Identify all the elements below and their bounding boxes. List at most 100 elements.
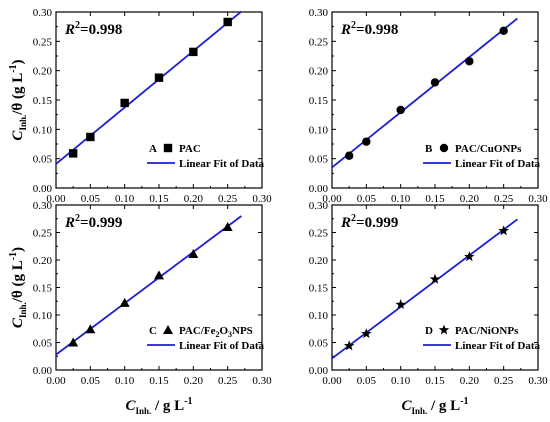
chart-panel-d: 0.00 0.05 0.10 0.15 0.20 0.25 0.30 0.00 0.05 0.10… xyxy=(309,200,548,387)
legend-series-name: PAC/Fe2O3NPS xyxy=(179,325,253,339)
x-tick-label: 0.25 xyxy=(494,375,514,387)
y-tick-label: 0.25 xyxy=(33,36,53,48)
x-tick-label: 0.10 xyxy=(115,193,135,205)
y-tick-label: 0.15 xyxy=(33,283,53,295)
x-tick-label: 0.30 xyxy=(528,193,548,205)
y-tick-label: 0.20 xyxy=(309,255,329,267)
x-tick-label: 0.30 xyxy=(252,375,272,387)
data-point xyxy=(499,26,508,35)
data-point xyxy=(223,17,232,27)
x-tick-label: 0.30 xyxy=(252,193,272,205)
legend-marker xyxy=(163,325,173,334)
y-tick-label: 0.30 xyxy=(309,7,329,19)
data-point xyxy=(85,324,96,334)
x-tick-label: 0.15 xyxy=(149,375,169,387)
x-tick-label: 0.20 xyxy=(460,375,480,387)
y-tick-label: 0.10 xyxy=(33,124,53,136)
x-tick-label: 0.00 xyxy=(322,193,342,205)
y-tick-label: 0.30 xyxy=(33,200,53,212)
x-tick-label: 0.15 xyxy=(425,193,445,205)
x-tick-label: 0.10 xyxy=(391,375,411,387)
x-axis-label: CInh. / g L-1 xyxy=(125,396,192,416)
y-tick-label: 0.15 xyxy=(309,95,329,107)
y-tick-label: 0.20 xyxy=(33,255,53,267)
y-tick-label: 0.20 xyxy=(309,66,329,78)
data-point xyxy=(395,299,406,309)
data-point xyxy=(465,57,474,66)
fit-line xyxy=(331,218,518,360)
r-squared-label: R2=0.999 xyxy=(340,213,398,231)
legend-fit-name: Linear Fit of Data xyxy=(455,158,541,170)
data-point xyxy=(361,328,372,339)
data-point xyxy=(498,225,509,236)
panel-label: A xyxy=(149,143,157,155)
legend-marker xyxy=(438,324,450,335)
r-squared-label: R2=0.998 xyxy=(64,20,122,38)
data-point xyxy=(430,78,440,87)
y-tick-label: 0.00 xyxy=(309,365,329,377)
data-point xyxy=(344,151,354,160)
y-tick-label: 0.25 xyxy=(309,228,329,240)
legend-fit-name: Linear Fit of Data xyxy=(179,340,265,352)
data-point xyxy=(464,251,475,262)
y-tick-label: 0.10 xyxy=(309,124,329,136)
y-axis-label: CInh./θ (g L-1) xyxy=(8,247,28,328)
y-tick-label: 0.25 xyxy=(33,228,53,240)
data-point xyxy=(396,105,405,115)
legend-fit-name: Linear Fit of Data xyxy=(179,158,265,170)
x-tick-label: 0.15 xyxy=(425,375,445,387)
x-tick-label: 0.15 xyxy=(149,193,169,205)
data-point xyxy=(429,273,441,284)
data-point xyxy=(222,222,233,231)
x-tick-label: 0.10 xyxy=(115,375,135,387)
legend-series-name: PAC/CuONPs xyxy=(455,143,522,155)
y-tick-label: 0.00 xyxy=(33,365,53,377)
y-tick-label: 0.00 xyxy=(33,183,53,195)
legend-series-name: PAC/NiONPs xyxy=(455,325,519,337)
data-point xyxy=(68,149,78,158)
panel-label: B xyxy=(425,143,433,155)
x-tick-label: 0.25 xyxy=(218,375,238,387)
x-tick-label: 0.25 xyxy=(218,193,238,205)
x-axis-label: CInh. / g L-1 xyxy=(401,396,468,416)
legend: A PAC Linear Fit of Data xyxy=(147,143,265,170)
data-point xyxy=(120,98,129,108)
x-tick-label: 0.00 xyxy=(322,375,342,387)
data-point xyxy=(189,47,198,57)
panel-label: D xyxy=(425,325,433,337)
y-tick-label: 0.20 xyxy=(33,66,53,78)
y-tick-label: 0.05 xyxy=(33,154,53,166)
x-tick-label: 0.20 xyxy=(184,375,204,387)
y-tick-label: 0.30 xyxy=(33,7,53,19)
chart-panel-c: 0.00 0.05 0.10 0.15 0.20 0.25 0.30 0.00 0.05 0.10… xyxy=(33,200,272,387)
data-point xyxy=(154,73,164,82)
y-tick-label: 0.25 xyxy=(309,36,329,48)
y-tick-label: 0.15 xyxy=(33,95,53,107)
data-point xyxy=(188,248,199,258)
x-tick-label: 0.05 xyxy=(81,375,101,387)
x-tick-label: 0.10 xyxy=(391,193,411,205)
r-squared-label: R2=0.998 xyxy=(340,20,398,38)
y-tick-label: 0.30 xyxy=(309,200,329,212)
y-tick-label: 0.05 xyxy=(309,154,329,166)
x-tick-label: 0.20 xyxy=(184,193,204,205)
x-tick-label: 0.30 xyxy=(528,375,548,387)
y-tick-label: 0.00 xyxy=(309,183,329,195)
panel-label: C xyxy=(149,325,157,337)
legend-fit-name: Linear Fit of Data xyxy=(455,340,541,352)
x-tick-label: 0.25 xyxy=(494,193,514,205)
y-tick-label: 0.05 xyxy=(33,338,53,350)
legend-marker xyxy=(439,143,449,153)
x-tick-label: 0.05 xyxy=(357,375,377,387)
data-point xyxy=(154,270,164,280)
r-squared-label: R2=0.999 xyxy=(64,213,122,231)
chart-panel-b: 0.00 0.05 0.10 0.15 0.20 0.25 0.30 0.00 0.05 0.10… xyxy=(309,7,548,205)
data-point xyxy=(362,137,371,146)
legend: B PAC/CuONPs Linear Fit of Data xyxy=(423,143,541,170)
data-point xyxy=(343,340,355,351)
x-tick-label: 0.05 xyxy=(81,193,101,205)
data-point xyxy=(119,297,130,307)
y-tick-label: 0.10 xyxy=(33,310,53,322)
